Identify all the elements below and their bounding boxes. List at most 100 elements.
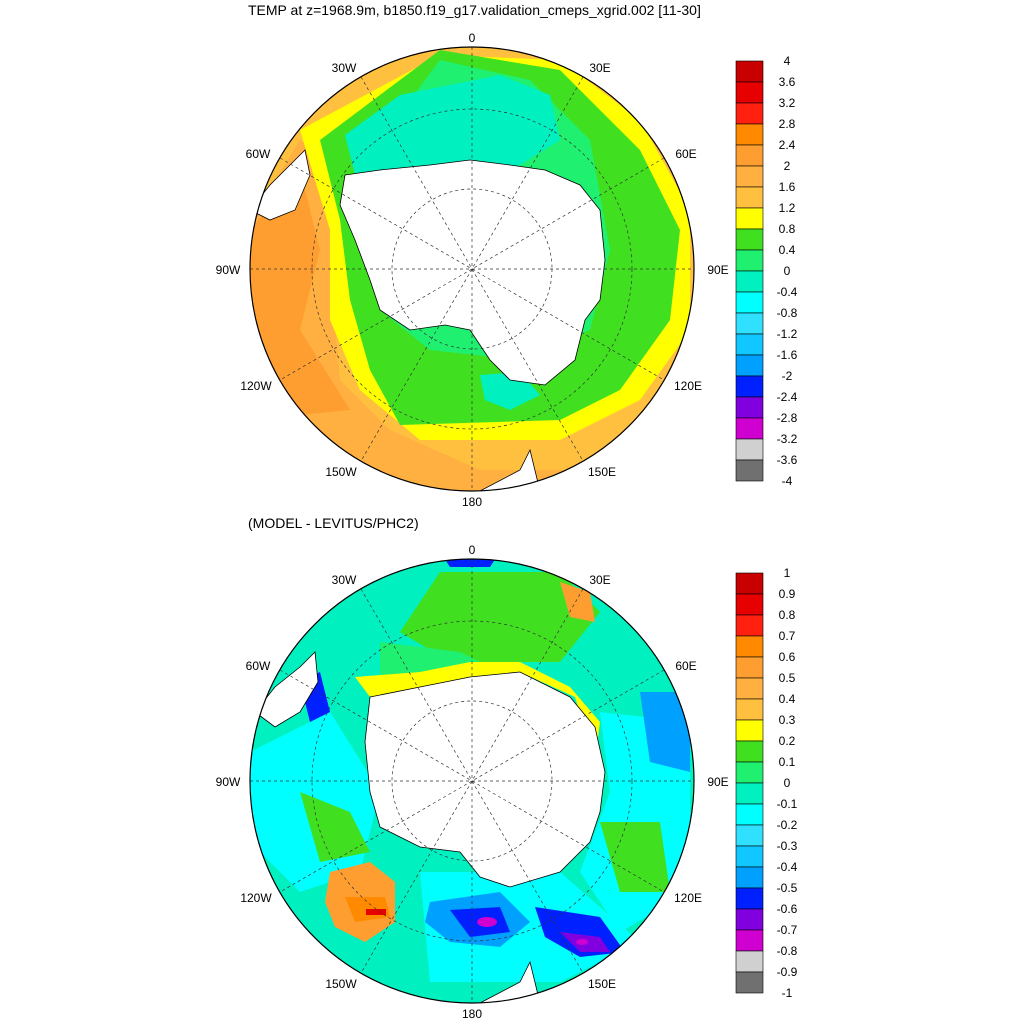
lon-label-90w: 90W <box>216 775 241 789</box>
panel1-colorbar-label: 4 <box>784 54 791 68</box>
panel2-colorbar-label: -0.8 <box>777 944 798 958</box>
panel2-colorbar-label: -0.7 <box>777 923 798 937</box>
panel1-colorbar-box <box>735 81 764 104</box>
panel1-colorbar-label: -2.8 <box>777 411 798 425</box>
panel2-colorbar-box <box>735 614 764 637</box>
panel1-colorbar-label: -1.6 <box>777 348 798 362</box>
panel2-colorbar-label: -1 <box>782 986 793 1000</box>
panel1-colorbar-box <box>735 396 764 419</box>
panel1-colorbar-box <box>735 186 764 209</box>
lon-label-60e: 60E <box>675 147 696 161</box>
panel1-colorbar-label: -3.6 <box>777 453 798 467</box>
lon-label-180: 180 <box>462 1007 482 1021</box>
panel1-field <box>250 47 694 491</box>
panel1-colorbar-box <box>735 249 764 272</box>
lon-label-60w: 60W <box>246 659 271 673</box>
lon-label-150w: 150W <box>325 977 357 991</box>
panel2-colorbar-label: -0.4 <box>777 860 798 874</box>
panel1-colorbar-box <box>735 102 764 125</box>
panel2-colorbar-label: 1 <box>784 566 791 580</box>
lon-label-60e: 60E <box>675 659 696 673</box>
panel1-colorbar-box <box>735 459 764 482</box>
panel1-colorbar-box <box>735 312 764 335</box>
panel2-colorbar-label: -0.5 <box>777 881 798 895</box>
lon-label-90e: 90E <box>707 263 728 277</box>
panel2-colorbar-box <box>735 572 764 595</box>
lon-label-150e: 150E <box>588 977 616 991</box>
panel1-colorbar-box <box>735 291 764 314</box>
panel2-colorbar-label: -0.9 <box>777 965 798 979</box>
panel2-colorbar-box <box>735 761 764 784</box>
panel2-colorbar-box <box>735 908 764 931</box>
panel2-title: (MODEL - LEVITUS/PHC2) <box>248 515 419 531</box>
panel2-colorbar-box <box>735 803 764 826</box>
lon-label-180: 180 <box>462 495 482 509</box>
panel1-colorbar-label: -0.4 <box>777 285 798 299</box>
lon-label-60w: 60W <box>246 147 271 161</box>
panel1-colorbar-box <box>735 354 764 377</box>
lon-label-120e: 120E <box>674 891 702 905</box>
panel2-colorbar-box <box>735 635 764 658</box>
panel2-colorbar-label: -0.6 <box>777 902 798 916</box>
lon-label-120w: 120W <box>240 891 272 905</box>
panel1-colorbar-box <box>735 207 764 230</box>
panel2-colorbar-box <box>735 782 764 805</box>
panel1-colorbar-box <box>735 438 764 461</box>
lon-label-30e: 30E <box>589 61 610 75</box>
panel2-colorbar-box <box>735 593 764 616</box>
panel1-colorbar-label: -2 <box>782 369 793 383</box>
panel1-colorbar-label: 3.6 <box>779 75 796 89</box>
panel1-colorbar-box <box>735 333 764 356</box>
panel2-colorbar-label: -0.2 <box>777 818 798 832</box>
panel1-colorbar-label: 0 <box>784 264 791 278</box>
panel2-map: 0 30E 60E 90E 120E 150E 180 150W 120W 90… <box>216 543 798 1021</box>
panel2-colorbar-label: 0.2 <box>779 734 796 748</box>
panel1-colorbar-box <box>735 60 764 83</box>
panel1-colorbar-box <box>735 123 764 146</box>
lon-label-150w: 150W <box>325 465 357 479</box>
panel1-colorbar-box <box>735 228 764 251</box>
lon-label-150e: 150E <box>588 465 616 479</box>
panel2-colorbar-box <box>735 740 764 763</box>
panel2-colorbar-box <box>735 866 764 889</box>
lon-label-30w: 30W <box>332 61 357 75</box>
panel2-colorbar-label: -0.3 <box>777 839 798 853</box>
panel1-colorbar: 4 3.6 3.2 2.8 2.4 2 1.6 1.2 0.8 0.4 0 -0.4 -0.8 -1.2 -… <box>735 54 798 488</box>
panel2-colorbar-label: 0.8 <box>779 608 796 622</box>
lon-label-0: 0 <box>469 543 476 557</box>
panel2-colorbar-box <box>735 824 764 847</box>
panel2-colorbar-label: 0.1 <box>779 755 796 769</box>
panel1-colorbar-label: 2 <box>784 159 791 173</box>
panel2-colorbar-box <box>735 677 764 700</box>
lon-label-90e: 90E <box>707 775 728 789</box>
panel1-colorbar-label: 0.4 <box>779 243 796 257</box>
panel2-colorbar-box <box>735 971 764 994</box>
panel2-colorbar-box <box>735 719 764 742</box>
panel1-colorbar-label: 2.4 <box>779 138 796 152</box>
panel1-colorbar-box <box>735 417 764 440</box>
panel1-title: TEMP at z=1968.9m, b1850.f19_g17.validat… <box>248 2 701 18</box>
panel2-colorbar-label: 0 <box>784 776 791 790</box>
panel2-colorbar-label: 0.3 <box>779 713 796 727</box>
panel1-colorbar-label: 0.8 <box>779 222 796 236</box>
panel1-colorbar-label: -2.4 <box>777 390 798 404</box>
panel1-colorbar-label: -4 <box>782 474 793 488</box>
panel2-colorbar-label: 0.7 <box>779 629 796 643</box>
panel1-colorbar-label: -0.8 <box>777 306 798 320</box>
panel2-colorbar-label: 0.6 <box>779 650 796 664</box>
panel1-map: 0 30E 60E 90E 120E 150E 180 150W 120W 90… <box>216 31 798 509</box>
panel2-colorbar-box <box>735 845 764 868</box>
panel1-colorbar-box <box>735 270 764 293</box>
panel2-colorbar-label: 0.5 <box>779 671 796 685</box>
panel2-colorbar-label: 0.4 <box>779 692 796 706</box>
panel2-colorbar-box <box>735 929 764 952</box>
lon-label-120e: 120E <box>674 379 702 393</box>
lon-label-0: 0 <box>469 31 476 45</box>
panel2-colorbar-label: -0.1 <box>777 797 798 811</box>
panel1-colorbar-label: -3.2 <box>777 432 798 446</box>
lon-label-90w: 90W <box>216 263 241 277</box>
panel2-colorbar-label: 0.9 <box>779 587 796 601</box>
panel1-colorbar-label: -1.2 <box>777 327 798 341</box>
panel1-colorbar-box <box>735 165 764 188</box>
panel1-colorbar-label: 2.8 <box>779 117 796 131</box>
